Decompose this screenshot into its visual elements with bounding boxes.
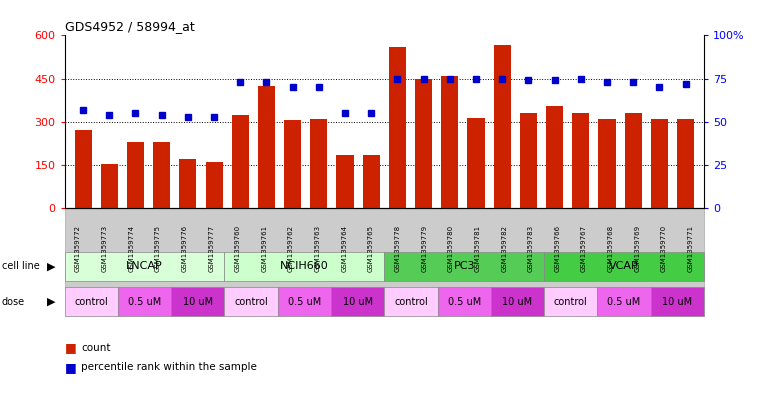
- Text: ■: ■: [65, 361, 76, 374]
- Bar: [625, 113, 642, 208]
- Text: GSM1359766: GSM1359766: [555, 225, 560, 272]
- Text: GSM1359763: GSM1359763: [315, 225, 320, 272]
- Text: PC3: PC3: [454, 261, 475, 271]
- Text: control: control: [394, 297, 428, 307]
- Bar: [572, 113, 589, 208]
- Text: GSM1359774: GSM1359774: [129, 225, 134, 272]
- Text: 0.5 uM: 0.5 uM: [128, 297, 161, 307]
- Bar: [651, 119, 668, 208]
- Text: dose: dose: [2, 297, 24, 307]
- Text: 0.5 uM: 0.5 uM: [288, 297, 321, 307]
- Text: GSM1359762: GSM1359762: [288, 225, 294, 272]
- Text: GSM1359782: GSM1359782: [501, 225, 507, 272]
- Text: GSM1359777: GSM1359777: [209, 225, 214, 272]
- Text: control: control: [75, 297, 108, 307]
- Bar: [336, 155, 354, 208]
- Text: control: control: [554, 297, 587, 307]
- Text: GSM1359778: GSM1359778: [395, 225, 400, 272]
- Bar: [231, 115, 249, 208]
- Bar: [677, 119, 694, 208]
- Text: GSM1359765: GSM1359765: [368, 225, 374, 272]
- Text: GSM1359775: GSM1359775: [155, 225, 161, 272]
- Text: GSM1359761: GSM1359761: [262, 225, 267, 272]
- Text: GSM1359781: GSM1359781: [475, 225, 480, 272]
- Text: 0.5 uM: 0.5 uM: [607, 297, 641, 307]
- Bar: [520, 113, 537, 208]
- Bar: [180, 159, 196, 208]
- Bar: [415, 79, 432, 208]
- Text: GSM1359783: GSM1359783: [528, 225, 533, 272]
- Bar: [75, 130, 91, 208]
- Bar: [310, 119, 327, 208]
- Bar: [598, 119, 616, 208]
- Bar: [205, 162, 222, 208]
- Text: GSM1359770: GSM1359770: [661, 225, 667, 272]
- Text: GDS4952 / 58994_at: GDS4952 / 58994_at: [65, 20, 194, 33]
- Text: 10 uM: 10 uM: [662, 297, 693, 307]
- Bar: [258, 86, 275, 208]
- Text: GSM1359771: GSM1359771: [688, 225, 693, 272]
- Text: LNCAP: LNCAP: [126, 261, 163, 271]
- Bar: [389, 47, 406, 208]
- Text: 10 uM: 10 uM: [342, 297, 373, 307]
- Text: GSM1359773: GSM1359773: [102, 225, 107, 272]
- Text: NCIH660: NCIH660: [280, 261, 329, 271]
- Bar: [546, 106, 563, 208]
- Text: ■: ■: [65, 341, 76, 354]
- Text: ▶: ▶: [46, 297, 56, 307]
- Bar: [127, 142, 144, 208]
- Bar: [494, 46, 511, 208]
- Text: 10 uM: 10 uM: [502, 297, 533, 307]
- Text: GSM1359768: GSM1359768: [608, 225, 613, 272]
- Text: VCAP: VCAP: [609, 261, 639, 271]
- Text: 10 uM: 10 uM: [183, 297, 213, 307]
- Text: GSM1359760: GSM1359760: [235, 225, 240, 272]
- Text: cell line: cell line: [2, 261, 40, 271]
- Text: GSM1359779: GSM1359779: [422, 225, 427, 272]
- Text: GSM1359767: GSM1359767: [581, 225, 587, 272]
- Text: GSM1359764: GSM1359764: [342, 225, 347, 272]
- Text: 0.5 uM: 0.5 uM: [447, 297, 481, 307]
- Bar: [153, 142, 170, 208]
- Text: GSM1359772: GSM1359772: [75, 225, 81, 272]
- Text: GSM1359780: GSM1359780: [448, 225, 454, 272]
- Text: count: count: [81, 343, 111, 353]
- Text: control: control: [234, 297, 268, 307]
- Text: ▶: ▶: [46, 261, 56, 271]
- Text: percentile rank within the sample: percentile rank within the sample: [81, 362, 257, 373]
- Bar: [363, 155, 380, 208]
- Bar: [441, 76, 458, 208]
- Bar: [100, 163, 118, 208]
- Text: GSM1359769: GSM1359769: [635, 225, 640, 272]
- Text: GSM1359776: GSM1359776: [182, 225, 187, 272]
- Bar: [284, 120, 301, 208]
- Bar: [467, 118, 485, 208]
